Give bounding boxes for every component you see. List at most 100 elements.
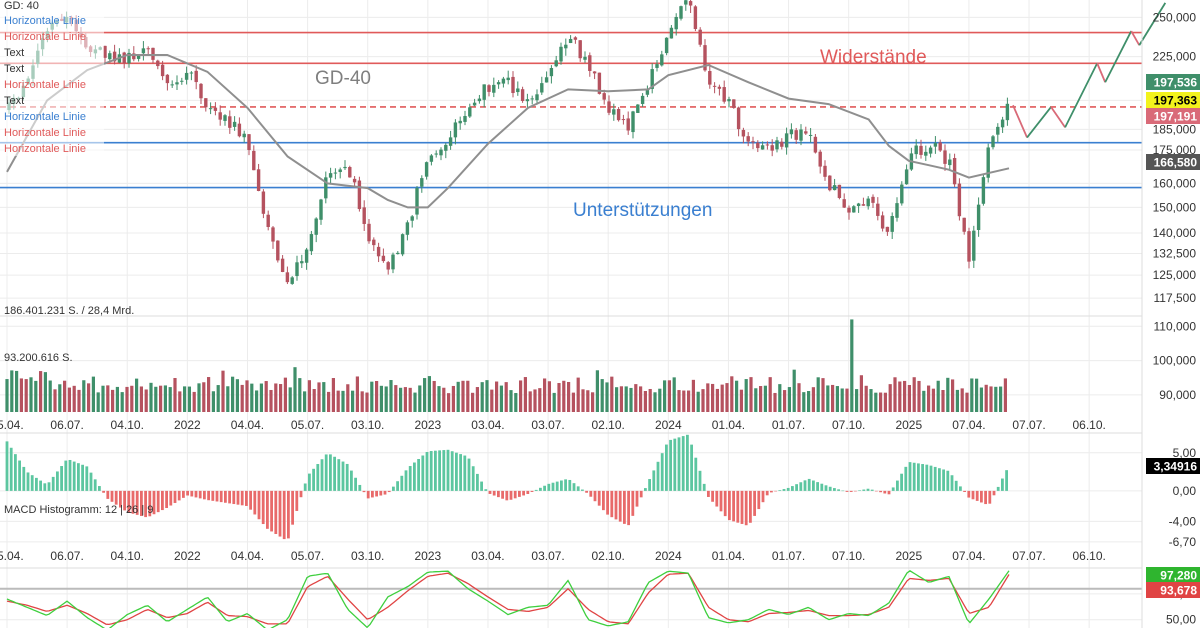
macd-bar bbox=[194, 490, 198, 498]
volume-bar bbox=[360, 391, 364, 412]
volume-bar bbox=[807, 391, 811, 412]
macd-bar bbox=[383, 490, 387, 495]
volume-bar bbox=[399, 387, 403, 412]
volume-bar bbox=[754, 388, 758, 412]
candle-body bbox=[530, 98, 534, 100]
candle-body bbox=[175, 82, 179, 85]
volume-bar bbox=[283, 377, 287, 412]
macd-bar bbox=[497, 490, 500, 498]
legend-item[interactable]: Text bbox=[4, 63, 24, 75]
macd-bar bbox=[354, 477, 357, 491]
volume-bar bbox=[922, 390, 926, 412]
macd-bar bbox=[404, 470, 408, 491]
volume-total-label: 186.401.231 S. / 28,4 Mrd. bbox=[4, 305, 134, 317]
macd-bar bbox=[114, 490, 118, 505]
x-tick-label: 07.04. bbox=[952, 418, 985, 432]
macd-bar bbox=[47, 482, 51, 491]
volume-bar bbox=[696, 391, 700, 412]
legend-item[interactable]: Horizontale Linie bbox=[4, 15, 86, 27]
candle-body bbox=[132, 53, 136, 60]
x-tick-label: 03.10. bbox=[351, 549, 384, 563]
candle-body bbox=[314, 218, 318, 235]
macd-bar bbox=[757, 490, 761, 510]
legend-item[interactable]: Horizontale Linie bbox=[4, 127, 86, 139]
x-tick-label: 2025 bbox=[895, 418, 922, 432]
volume-bar bbox=[77, 389, 81, 412]
horizontal-lines[interactable] bbox=[0, 31, 1142, 189]
support-annotation[interactable]: Unterstützungen bbox=[573, 200, 712, 221]
macd-bar bbox=[555, 481, 559, 491]
candle-body bbox=[376, 246, 381, 257]
volume-bar bbox=[850, 319, 854, 412]
macd-bar bbox=[450, 451, 454, 491]
candle-body bbox=[218, 112, 222, 120]
macd-bar bbox=[408, 466, 412, 491]
drawing-legend[interactable]: Horizontale Linie Horizontale Linie Text Te… bbox=[4, 15, 86, 155]
volume-bar bbox=[187, 386, 191, 412]
volume-bar bbox=[648, 388, 652, 412]
macd-bar bbox=[891, 487, 895, 491]
candle-body bbox=[890, 216, 894, 232]
volume-bar bbox=[1003, 378, 1007, 412]
macd-bar bbox=[837, 489, 840, 491]
macd-tick-label: -4,00 bbox=[1169, 514, 1197, 528]
macd-bar bbox=[820, 483, 824, 491]
candle-body bbox=[794, 130, 798, 140]
candle-body bbox=[895, 203, 899, 218]
volume-bar bbox=[485, 380, 489, 412]
legend-item[interactable]: Horizontale Linie bbox=[4, 79, 86, 91]
moving-average-line bbox=[6, 54, 1010, 209]
candle-body bbox=[578, 40, 582, 59]
legend-item[interactable]: Text bbox=[4, 95, 24, 107]
volume-bar bbox=[5, 379, 9, 412]
candle-body bbox=[943, 150, 947, 164]
macd-bar bbox=[312, 468, 315, 491]
volume-bar bbox=[869, 389, 873, 412]
macd-bar bbox=[358, 484, 362, 491]
candle-body bbox=[506, 77, 510, 81]
volume-bar bbox=[19, 378, 23, 412]
legend-item[interactable]: Text bbox=[4, 47, 24, 59]
macd-bar bbox=[182, 490, 185, 498]
macd-bar bbox=[1005, 470, 1008, 491]
volume-bar bbox=[802, 392, 806, 412]
macd-bar bbox=[219, 490, 223, 503]
legend-item[interactable]: Horizontale Linie bbox=[4, 111, 86, 123]
candle-body bbox=[276, 240, 280, 261]
volume-bar bbox=[461, 380, 465, 412]
macd-bar bbox=[148, 490, 152, 517]
volume-bar bbox=[135, 378, 139, 412]
legend-item[interactable]: Horizontale Linie bbox=[4, 31, 86, 43]
resistance-annotation[interactable]: Widerstände bbox=[820, 47, 927, 68]
volume-bar bbox=[24, 379, 28, 412]
macd-bar bbox=[509, 490, 513, 500]
price-tick-label: 250,000 bbox=[1153, 10, 1197, 24]
volume-bar bbox=[154, 386, 158, 412]
volume-bar bbox=[216, 385, 220, 412]
macd-bar bbox=[862, 489, 866, 491]
macd-bar bbox=[681, 436, 685, 491]
candle-body bbox=[741, 129, 746, 137]
macd-bar bbox=[438, 450, 441, 491]
volume-bar bbox=[130, 385, 134, 412]
macd-bar bbox=[618, 490, 622, 522]
price-tick-label: 225,000 bbox=[1153, 50, 1197, 64]
macd-bar bbox=[539, 487, 542, 491]
volume-bar bbox=[989, 386, 993, 412]
volume-bar bbox=[365, 392, 369, 412]
volume-bar bbox=[725, 383, 729, 412]
candle-body bbox=[703, 45, 707, 71]
candle-body bbox=[453, 122, 458, 138]
candle-body bbox=[928, 147, 933, 154]
legend-item[interactable]: Horizontale Linie bbox=[4, 143, 86, 155]
ma-annotation[interactable]: GD-40 bbox=[315, 68, 371, 89]
volume-bar bbox=[427, 376, 431, 412]
volume-bar bbox=[840, 388, 844, 412]
candle-body bbox=[708, 71, 712, 85]
candle-body bbox=[415, 188, 419, 215]
macd-bar bbox=[505, 490, 509, 501]
macd-bar bbox=[938, 468, 941, 491]
price-tick-label: 125,000 bbox=[1153, 268, 1197, 282]
volume-bar bbox=[72, 385, 76, 412]
